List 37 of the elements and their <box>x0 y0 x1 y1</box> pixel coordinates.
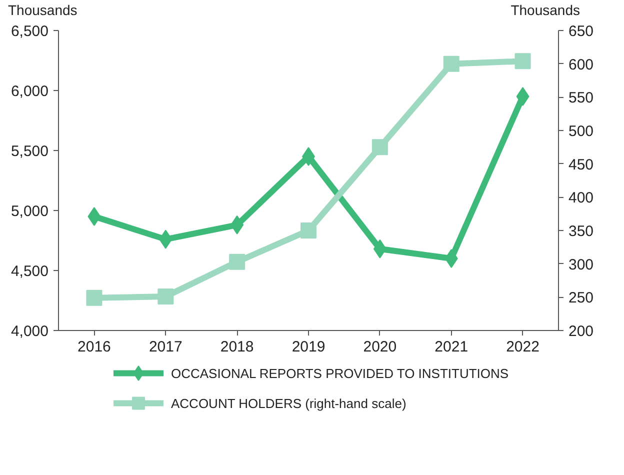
point <box>514 53 531 70</box>
x-tick-label: 2019 <box>292 338 326 356</box>
point <box>300 222 316 238</box>
point <box>516 87 530 106</box>
point <box>443 56 460 72</box>
y2-axis-title: Thousands <box>510 1 580 20</box>
y-tick-label: 5,500 <box>10 143 49 160</box>
x-tick-label: 2020 <box>363 338 397 356</box>
y-tick-label: 6,000 <box>10 83 49 100</box>
x-tick-label: 2018 <box>220 338 254 356</box>
y2-tick-label: 250 <box>568 290 594 307</box>
y2-tick-label: 350 <box>568 223 594 240</box>
y-tick-label: 5,000 <box>10 203 49 220</box>
y2-tick-label: 600 <box>568 56 594 74</box>
y-tick-label: 6,500 <box>10 23 49 40</box>
legend-label: ACCOUNT HOLDERS (right-hand scale) <box>171 396 406 411</box>
point <box>372 139 388 156</box>
point <box>158 288 174 304</box>
point <box>86 290 102 306</box>
y2-tick-label: 450 <box>568 156 594 174</box>
point <box>229 254 246 270</box>
y2-tick-label: 650 <box>568 23 594 40</box>
y-tick-label: 4,000 <box>10 323 49 340</box>
y2-tick-label: 300 <box>568 256 594 274</box>
legend-label: OCCASIONAL REPORTS PROVIDED TO INSTITUTIONS <box>171 366 509 381</box>
y2-tick-label: 400 <box>568 190 594 207</box>
x-tick-label: 2017 <box>148 338 182 356</box>
point <box>88 207 101 226</box>
x-tick-label: 2016 <box>78 338 111 356</box>
y-tick-label: 4,500 <box>10 263 49 280</box>
x-tick-label: 2021 <box>434 338 468 356</box>
y2-tick-label: 200 <box>568 323 594 340</box>
y2-tick-label: 500 <box>568 123 594 140</box>
point <box>444 249 458 268</box>
x-tick-label: 2022 <box>506 338 540 356</box>
y-axis-title: Thousands <box>8 1 78 20</box>
y2-tick-label: 550 <box>568 90 594 107</box>
